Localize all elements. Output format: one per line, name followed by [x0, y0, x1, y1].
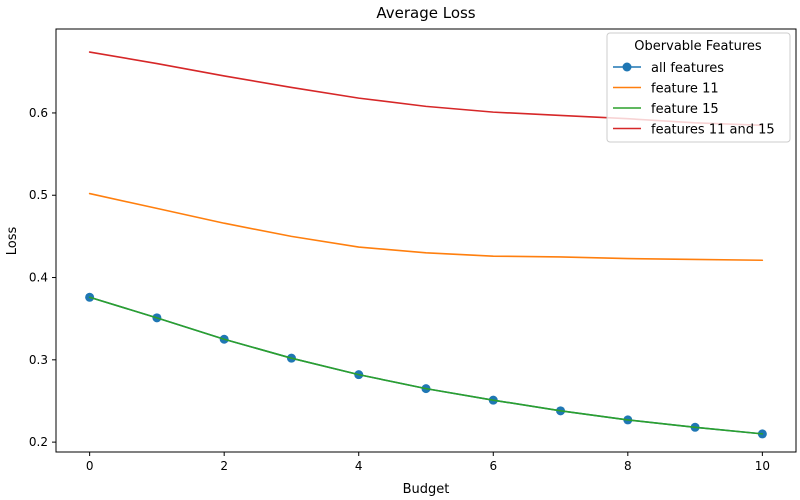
- x-tick-label: 6: [489, 459, 497, 473]
- legend-label: all features: [651, 61, 724, 76]
- plot-area: [85, 51, 767, 439]
- y-tick-label: 0.2: [29, 435, 48, 449]
- y-tick-label: 0.3: [29, 353, 48, 367]
- x-tick-label: 10: [755, 459, 770, 473]
- axis-ticks: 0 2 4 6 8 10 0.2 0.3 0.4 0.5 0.6: [29, 106, 770, 473]
- legend-box: [606, 32, 791, 143]
- legend-title: Obervable Features: [634, 39, 762, 54]
- series-line-1: [88, 192, 764, 262]
- series-line-2: [88, 296, 764, 435]
- x-tick-label: 8: [624, 459, 632, 473]
- y-tick-label: 0.6: [29, 106, 48, 120]
- chart-title: Average Loss: [376, 4, 475, 22]
- x-axis-label: Budget: [403, 482, 450, 497]
- y-tick-label: 0.4: [29, 271, 48, 285]
- legend: Obervable Features all features feature 1…: [606, 32, 791, 143]
- x-tick-label: 2: [220, 459, 228, 473]
- x-tick-label: 4: [355, 459, 363, 473]
- y-axis-label: Loss: [5, 227, 20, 256]
- legend-marker: [622, 62, 632, 72]
- legend-label: feature 15: [651, 102, 719, 117]
- legend-label: features 11 and 15: [651, 123, 775, 138]
- legend-label: feature 11: [651, 82, 719, 97]
- y-tick-label: 0.5: [29, 188, 48, 202]
- x-tick-label: 0: [86, 459, 94, 473]
- plot-frame: [55, 28, 797, 453]
